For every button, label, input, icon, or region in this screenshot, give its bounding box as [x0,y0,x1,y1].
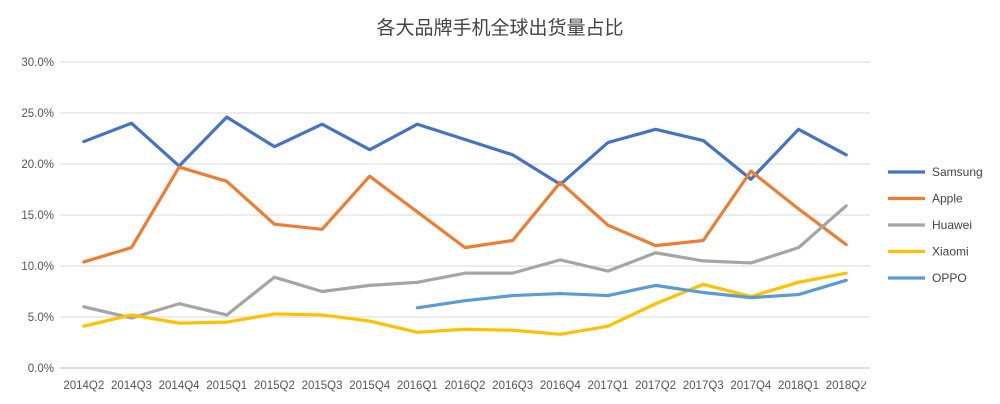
watermark-text: @庄爪交易员 [858,375,990,400]
y-axis-ticks: 0.0% 5.0% 10.0% 15.0% 20.0% 25.0% 30.0% [21,57,54,375]
x-tick-label: 2017Q4 [730,380,772,392]
y-tick-label: 10.0% [21,261,54,273]
x-tick-label: 2016Q2 [445,380,486,392]
x-tick-label: 2015Q4 [349,380,391,392]
x-tick-label: 2016Q4 [540,380,582,392]
series-lines [82,115,848,336]
chart-title: 各大品牌手机全球出货量占比 [376,17,623,39]
series-line-oppo [415,278,848,310]
x-axis-ticks: 2014Q2 2014Q3 2014Q4 2015Q1 2015Q2 2015Q3 2015… [63,380,866,392]
x-tick-label: 2016Q1 [397,380,438,392]
x-tick-label: 2018Q2 [826,380,867,392]
legend-label-huawei: Huawei [932,218,972,232]
x-tick-label: 2017Q2 [635,380,676,392]
x-tick-label: 2017Q3 [683,380,724,392]
y-tick-label: 0.0% [28,363,54,375]
x-tick-label: 2014Q4 [159,380,201,392]
x-tick-label: 2016Q3 [492,380,533,392]
legend-label-oppo: OPPO [932,271,967,285]
x-tick-label: 2015Q2 [254,380,295,392]
y-tick-label: 15.0% [21,210,54,222]
x-tick-label: 2017Q1 [587,380,628,392]
legend-label-apple: Apple [932,192,963,206]
x-tick-label: 2014Q2 [63,380,104,392]
legend: Samsung Apple Huawei Xiaomi OPPO [888,165,983,285]
y-tick-label: 5.0% [28,312,54,324]
y-tick-label: 20.0% [21,159,54,171]
gridlines [60,61,870,369]
series-line-xiaomi [82,271,848,336]
y-tick-label: 30.0% [21,57,54,69]
x-tick-label: 2015Q1 [206,380,247,392]
x-tick-label: 2014Q3 [111,380,152,392]
x-tick-label: 2018Q1 [778,380,819,392]
legend-label-xiaomi: Xiaomi [932,245,969,259]
x-tick-label: 2015Q3 [302,380,343,392]
y-tick-label: 25.0% [21,108,54,120]
legend-label-samsung: Samsung [932,165,983,179]
series-line-apple [82,165,848,264]
